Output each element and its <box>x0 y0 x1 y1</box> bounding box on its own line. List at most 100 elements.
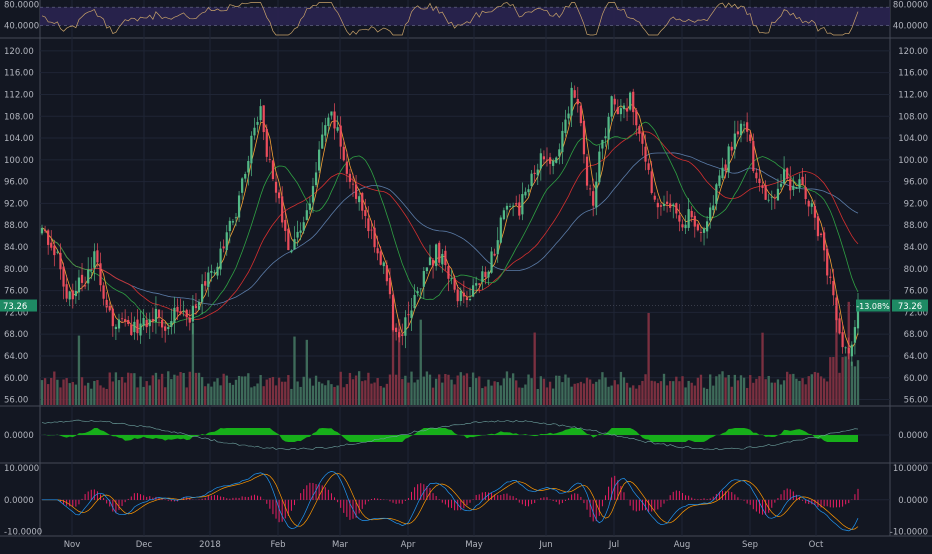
volume-bar-up <box>564 375 566 405</box>
candle-body <box>697 224 699 230</box>
volume-bar-down <box>370 384 372 405</box>
candle-body <box>540 153 542 168</box>
price-tick-right: 100.00 <box>898 156 928 166</box>
candle-body <box>497 240 499 254</box>
candle-body <box>611 96 613 116</box>
volume-bar-down <box>617 384 619 405</box>
volume-bar-down <box>364 380 366 405</box>
volume-bar-up <box>210 387 212 405</box>
volume-bar-down <box>515 380 517 405</box>
volume-bar-up <box>312 386 314 405</box>
candle-body <box>155 309 157 322</box>
volume-bar-up <box>413 382 415 405</box>
volume-bar-up <box>537 389 539 405</box>
candle-down <box>574 85 576 98</box>
volume-bar-up <box>475 378 477 405</box>
candle-up <box>318 141 320 173</box>
volume-bar-down <box>389 375 391 405</box>
macd-pane <box>40 471 890 531</box>
macd-histogram-bar <box>645 500 646 510</box>
macd-histogram-bar <box>805 500 806 504</box>
volume-bar-down <box>284 382 286 405</box>
volume-bar-up <box>783 380 785 405</box>
candle-body <box>389 278 391 294</box>
volume-bar-up <box>487 380 489 405</box>
volume-bar-down <box>654 381 656 405</box>
candle-down <box>263 105 265 140</box>
volume-bar-up <box>854 366 856 405</box>
candle-body <box>401 334 403 336</box>
volume-bar-up <box>512 373 514 405</box>
candle-body <box>589 189 591 190</box>
volume-bar-down <box>817 373 819 405</box>
candle-body <box>675 203 677 213</box>
candle-body <box>355 184 357 199</box>
macd-histogram-bar <box>331 493 332 500</box>
candle-up <box>423 267 425 298</box>
candle-down <box>395 323 397 340</box>
macd-histogram-bar <box>140 494 141 500</box>
volume-bar-down <box>549 382 551 405</box>
macd-tick-left: 10.0000 <box>4 464 39 474</box>
candle-body <box>167 327 169 329</box>
candle-body <box>765 185 767 200</box>
price-tick-left: 56.00 <box>4 396 28 406</box>
candle-body <box>69 291 71 299</box>
macd-histogram-bar <box>374 498 375 500</box>
candle-body <box>410 310 412 318</box>
candle-down <box>124 309 126 326</box>
candle-up <box>93 243 95 280</box>
volume-bar-down <box>592 384 594 405</box>
macd-histogram-bar <box>380 499 381 500</box>
volume-bar-down <box>586 378 588 405</box>
macd-histogram-bar <box>343 500 344 513</box>
macd-histogram-bar <box>830 500 831 508</box>
macd-histogram-bar <box>134 493 135 500</box>
volume-bar-down <box>380 386 382 405</box>
time-axis-label: Jun <box>538 540 552 550</box>
candle-down <box>447 263 449 291</box>
candle-body <box>336 127 338 131</box>
candle-body <box>484 272 486 277</box>
macd-histogram-bar <box>325 487 326 500</box>
macd-histogram-bar <box>513 496 514 500</box>
volume-bar-up <box>811 374 813 405</box>
candle-body <box>152 319 154 321</box>
macd-histogram-bar <box>359 500 360 514</box>
candle-body <box>521 194 523 214</box>
candle-up <box>567 106 569 124</box>
volume-bar-up <box>182 373 184 405</box>
candle-down <box>62 262 64 299</box>
macd-histogram-bar <box>565 500 566 501</box>
macd-histogram-bar <box>272 500 273 514</box>
candle-down <box>583 120 585 163</box>
volume-bar-down <box>657 383 659 405</box>
volume-bar-up <box>383 388 385 405</box>
macd-histogram-bar <box>377 499 378 500</box>
volume-bar-up <box>173 375 175 405</box>
volume-bar-up <box>728 375 730 405</box>
candle-body <box>226 232 228 250</box>
macd-histogram-bar <box>260 497 261 500</box>
volume-bar-down <box>493 381 495 405</box>
volume-bar-up <box>530 378 532 405</box>
price-tick-left: 60.00 <box>4 374 28 384</box>
candle-body <box>555 158 557 163</box>
volume-bar-up <box>703 388 705 405</box>
volume-bar-up <box>607 387 609 405</box>
candle-up <box>740 120 742 142</box>
volume-bar-up <box>244 376 246 405</box>
volume-bar-up <box>540 376 542 405</box>
candle-body <box>300 231 302 233</box>
macd-histogram-bar <box>226 498 227 500</box>
volume-bar-up <box>509 378 511 405</box>
macd-histogram-bar <box>793 491 794 500</box>
volume-bar-up <box>663 374 665 405</box>
price-tick-right: 120.00 <box>898 47 928 57</box>
macd-histogram-bar <box>257 496 258 500</box>
volume-bar-down <box>463 375 465 405</box>
macd-histogram-bar <box>811 500 812 504</box>
macd-histogram-bar <box>550 499 551 500</box>
